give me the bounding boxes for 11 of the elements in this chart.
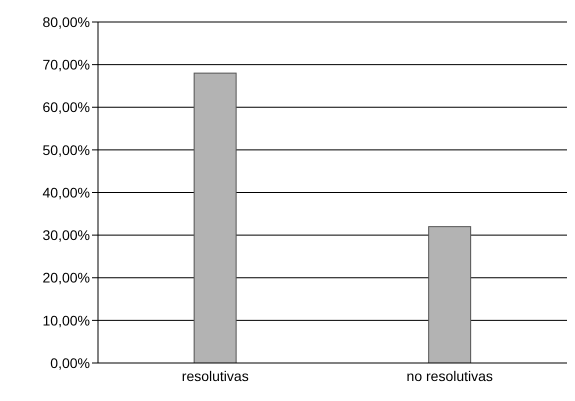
y-tick-label: 70,00% <box>42 56 90 73</box>
y-tick-label: 50,00% <box>42 142 90 158</box>
y-tick-label: 30,00% <box>42 227 90 244</box>
y-tick-label: 0,00% <box>50 354 90 371</box>
y-tick-label: 80,00% <box>42 14 90 30</box>
x-tick-label: no resolutivas <box>406 368 493 384</box>
y-tick-label: 60,00% <box>42 99 90 116</box>
x-tick-label: resolutivas <box>182 368 249 384</box>
y-tick-label: 20,00% <box>42 270 90 286</box>
y-tick-label: 10,00% <box>42 312 90 328</box>
y-tick-label: 40,00% <box>42 184 90 200</box>
